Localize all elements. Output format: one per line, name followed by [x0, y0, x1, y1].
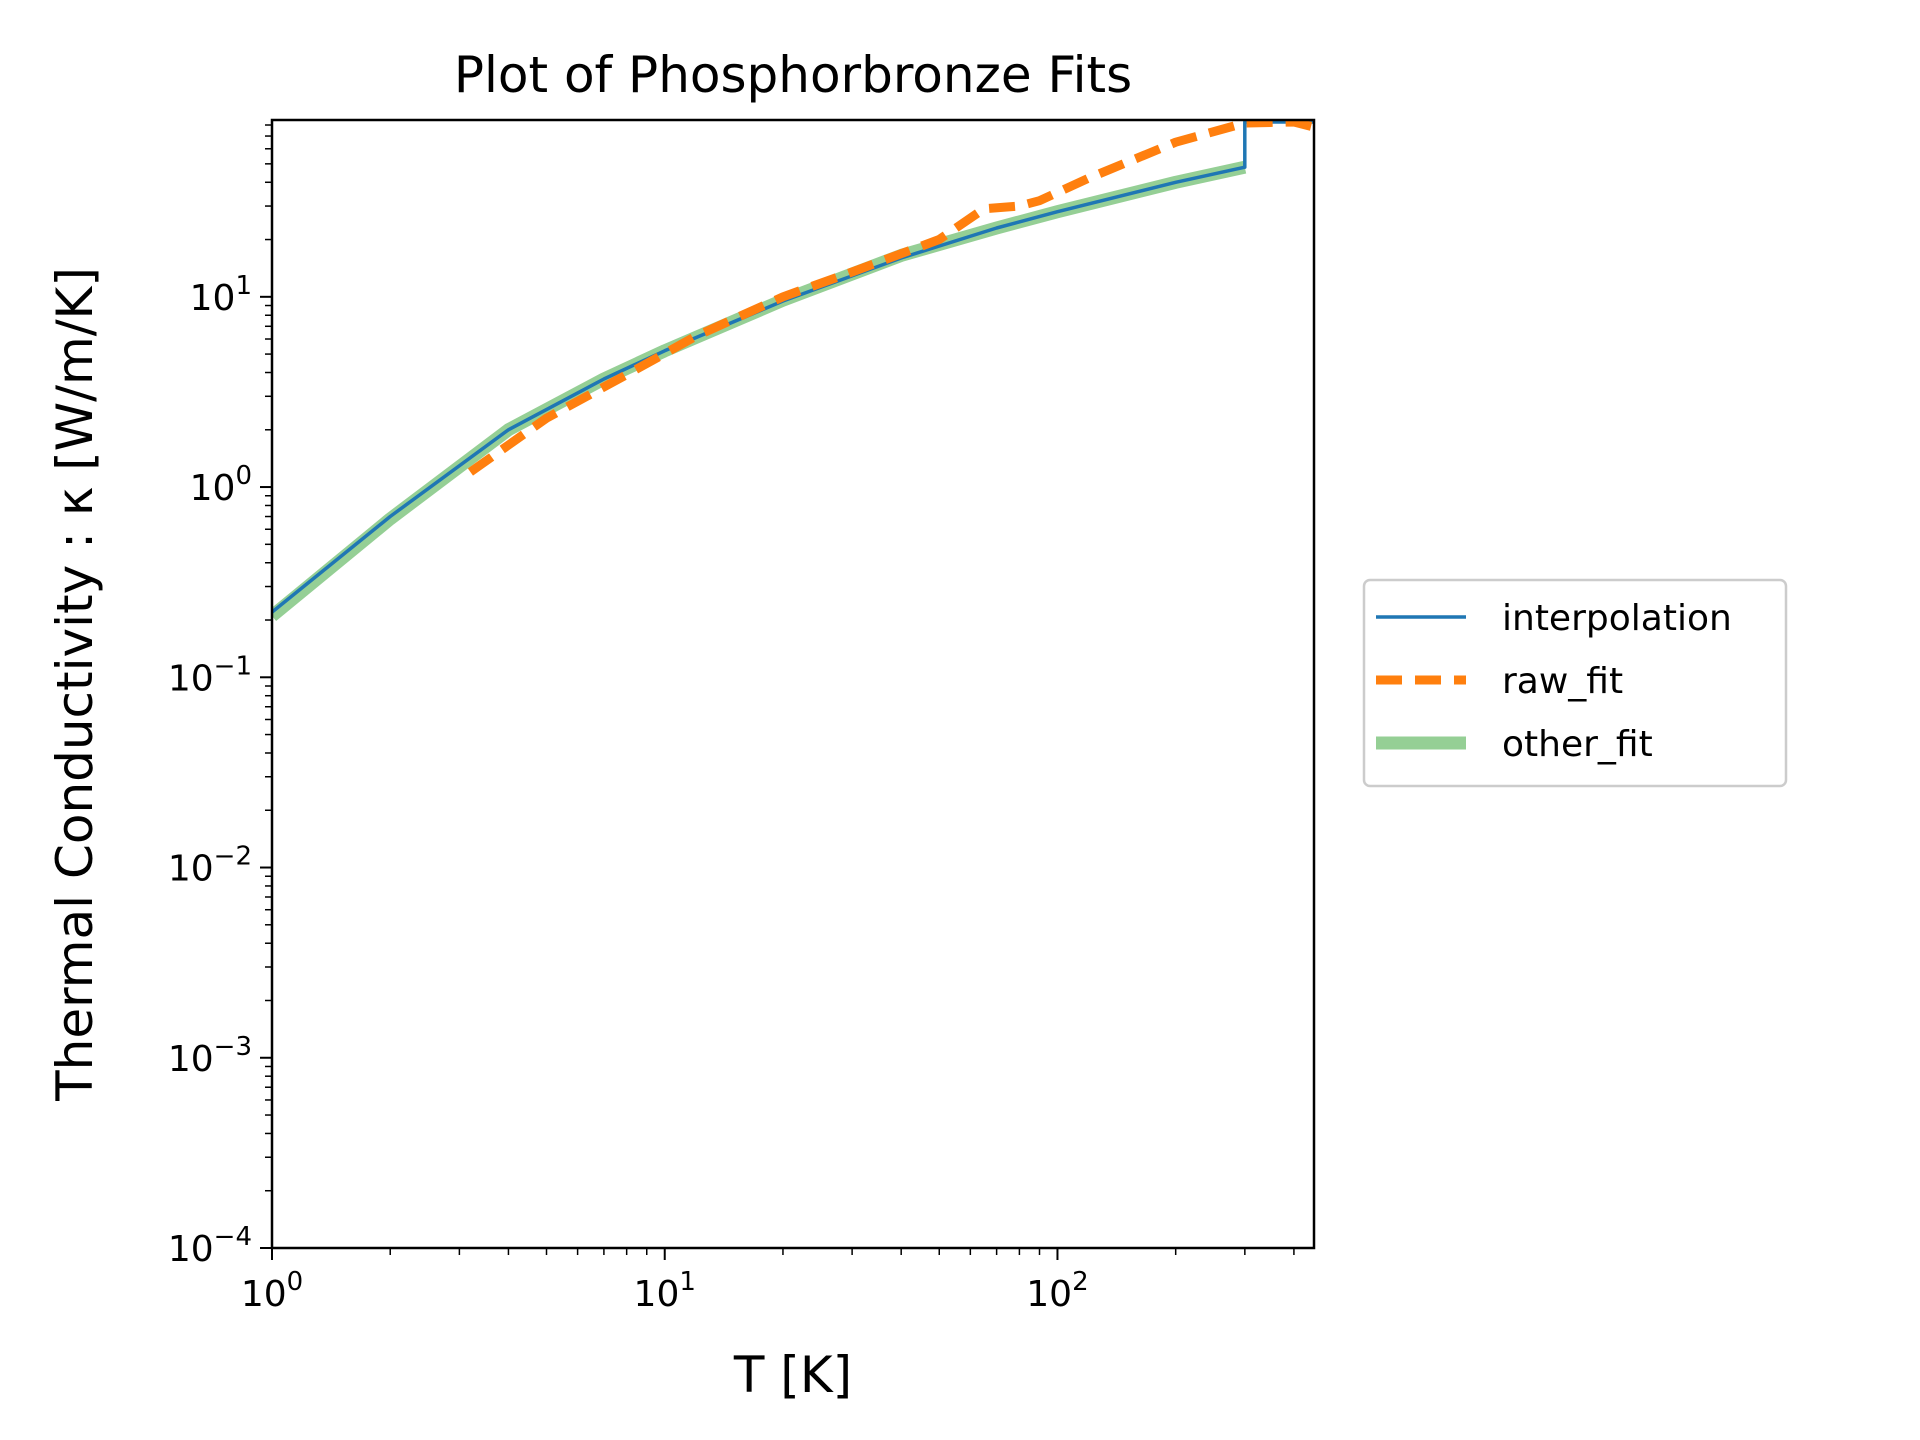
- y-tick-label: 10−3: [168, 1032, 252, 1080]
- x-tick-label: 102: [1026, 1267, 1088, 1315]
- legend: interpolation raw_fit other_fit: [1362, 578, 1788, 788]
- legend-label-interpolation: interpolation: [1502, 598, 1732, 639]
- chart-title: Plot of Phosphorbronze Fits: [454, 46, 1132, 104]
- plot-area-frame: [270, 118, 1316, 1250]
- series-interpolation-line: [272, 120, 1314, 614]
- y-tick-label: 101: [190, 271, 252, 319]
- y-tick-label: 100: [190, 461, 252, 509]
- legend-frame: [1362, 578, 1788, 788]
- y-tick-label: 10−2: [168, 842, 252, 890]
- x-axis-label: T [K]: [733, 1346, 852, 1404]
- legend-label-raw-fit: raw_fit: [1502, 661, 1623, 702]
- y-axis-label: Thermal Conductivity : κ [W/m/K]: [46, 267, 104, 1102]
- y-tick-label: 10−1: [168, 651, 252, 699]
- series-raw-fit-line: [467, 120, 1314, 476]
- y-tick-label: 10−4: [168, 1222, 252, 1270]
- ticks-layer: 100 101 102 10−4 10−3 10−2 10−1 100 101: [168, 124, 1295, 1315]
- x-tick-label: 101: [634, 1267, 696, 1315]
- legend-entries: interpolation raw_fit other_fit: [1376, 598, 1732, 765]
- legend-label-other-fit: other_fit: [1502, 724, 1653, 765]
- series-layer: [272, 120, 1314, 622]
- x-tick-label: 100: [241, 1267, 303, 1315]
